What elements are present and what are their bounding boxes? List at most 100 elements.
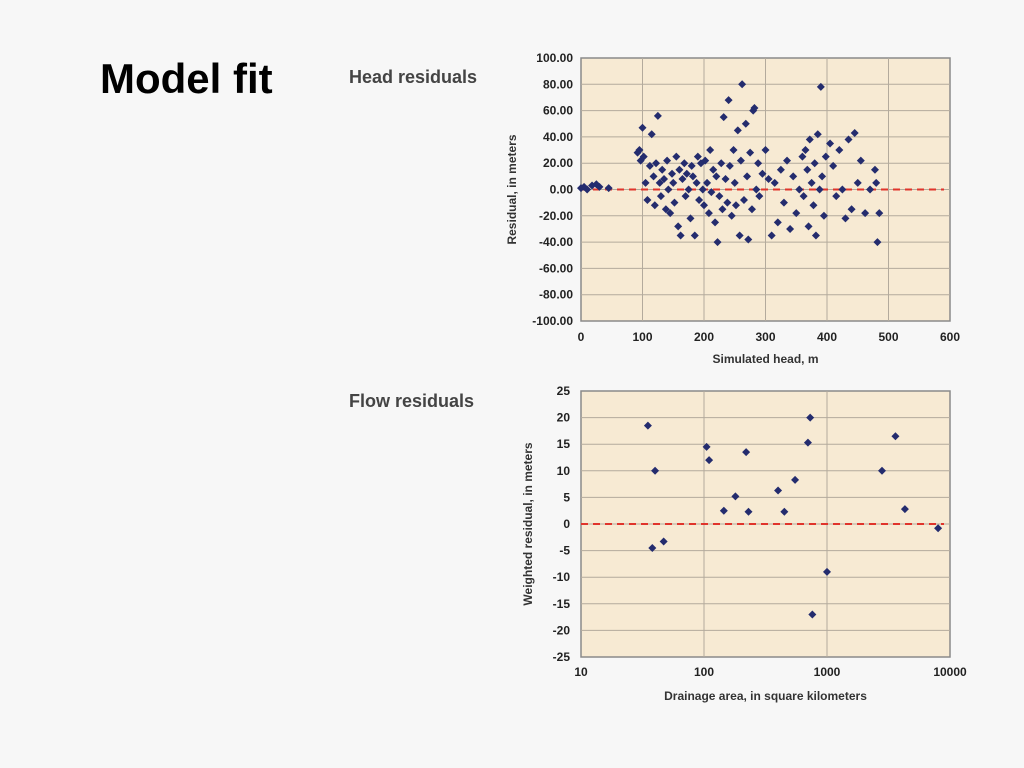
data-point (866, 185, 875, 194)
data-point (826, 139, 835, 148)
data-point (702, 442, 711, 451)
flow-residuals-label: Flow residuals (349, 391, 475, 411)
data-point (649, 172, 658, 181)
y-tick-label: -100.00 (532, 314, 573, 328)
data-point (750, 103, 759, 112)
data-point (803, 438, 812, 447)
y-tick-label: -80.00 (539, 288, 573, 302)
data-point (808, 610, 817, 619)
data-point (811, 231, 820, 240)
data-point (786, 224, 795, 233)
data-point (783, 156, 792, 165)
y-tick-label: 20.00 (543, 156, 573, 170)
data-point (809, 201, 818, 210)
data-point (754, 159, 763, 168)
data-point (711, 218, 720, 227)
data-point (595, 182, 604, 191)
data-point (733, 126, 742, 135)
y-tick-label: 100.00 (536, 51, 573, 65)
data-point (776, 165, 785, 174)
data-point (739, 196, 748, 205)
data-point (829, 161, 838, 170)
x-axis-label: Drainage area, in square kilometers (664, 689, 867, 703)
data-point (816, 82, 825, 91)
chart-1: 100.00 80.00 60.00 40.00 20.00 0.00 -20.00 -40.… (505, 51, 960, 366)
data-point (656, 192, 665, 201)
data-point (713, 238, 722, 247)
data-point (818, 172, 827, 181)
x-tick-label: 100 (632, 330, 652, 344)
data-point (705, 456, 714, 465)
data-point (659, 537, 668, 546)
y-tick-label: 0 (563, 517, 570, 531)
data-point (641, 178, 650, 187)
data-point (878, 466, 887, 475)
data-point (727, 211, 736, 220)
y-tick-label: 10 (557, 464, 571, 478)
y-tick-label: 60.00 (543, 104, 573, 118)
y-tick-label: -5 (559, 544, 570, 558)
data-point (647, 130, 656, 139)
data-point (841, 214, 850, 223)
data-point (669, 178, 678, 187)
data-point (700, 201, 708, 210)
data-point (832, 192, 841, 201)
data-point (715, 192, 724, 201)
data-point (934, 524, 943, 533)
data-point (755, 192, 764, 201)
data-point (583, 185, 592, 194)
y-tick-label: -20 (553, 623, 571, 637)
data-point (724, 96, 733, 105)
y-tick-label: -20.00 (539, 209, 573, 223)
data-point (721, 174, 730, 183)
data-point (773, 218, 782, 227)
data-point (672, 152, 681, 161)
data-point (789, 172, 798, 181)
data-point (719, 113, 728, 122)
data-point (813, 130, 822, 139)
data-point (729, 146, 738, 155)
y-tick-label: -40.00 (539, 235, 573, 249)
x-tick-label: 10 (574, 665, 588, 679)
data-point (690, 231, 699, 240)
data-point (746, 148, 755, 157)
data-point (704, 209, 713, 218)
data-point (692, 178, 701, 187)
y-tick-label: 0.00 (550, 183, 574, 197)
data-point (821, 152, 830, 161)
data-point (741, 119, 750, 128)
data-point (670, 198, 679, 207)
data-point (850, 128, 859, 137)
data-point (723, 198, 732, 207)
data-point (703, 178, 712, 187)
data-point (678, 174, 687, 183)
data-point (707, 188, 716, 197)
data-point (844, 135, 853, 144)
y-tick-label: -25 (553, 650, 571, 664)
data-point (604, 184, 613, 193)
data-point (853, 178, 862, 187)
data-point (668, 169, 677, 178)
data-point (761, 146, 770, 155)
y-tick-label: -60.00 (539, 261, 573, 275)
x-tick-label: 10000 (933, 665, 967, 679)
data-point (738, 80, 747, 89)
data-point (719, 506, 728, 515)
data-point (872, 178, 881, 187)
data-point (779, 198, 788, 207)
data-point (742, 448, 751, 457)
data-point (698, 185, 707, 194)
data-point (744, 507, 753, 516)
data-point (731, 492, 740, 501)
data-point (735, 231, 744, 240)
data-point (686, 214, 695, 223)
data-point (645, 161, 654, 170)
y-tick-label: 80.00 (543, 77, 573, 91)
data-point (815, 185, 824, 194)
data-point (770, 178, 779, 187)
data-point (650, 201, 659, 210)
data-point (684, 185, 693, 194)
data-point (758, 169, 767, 178)
